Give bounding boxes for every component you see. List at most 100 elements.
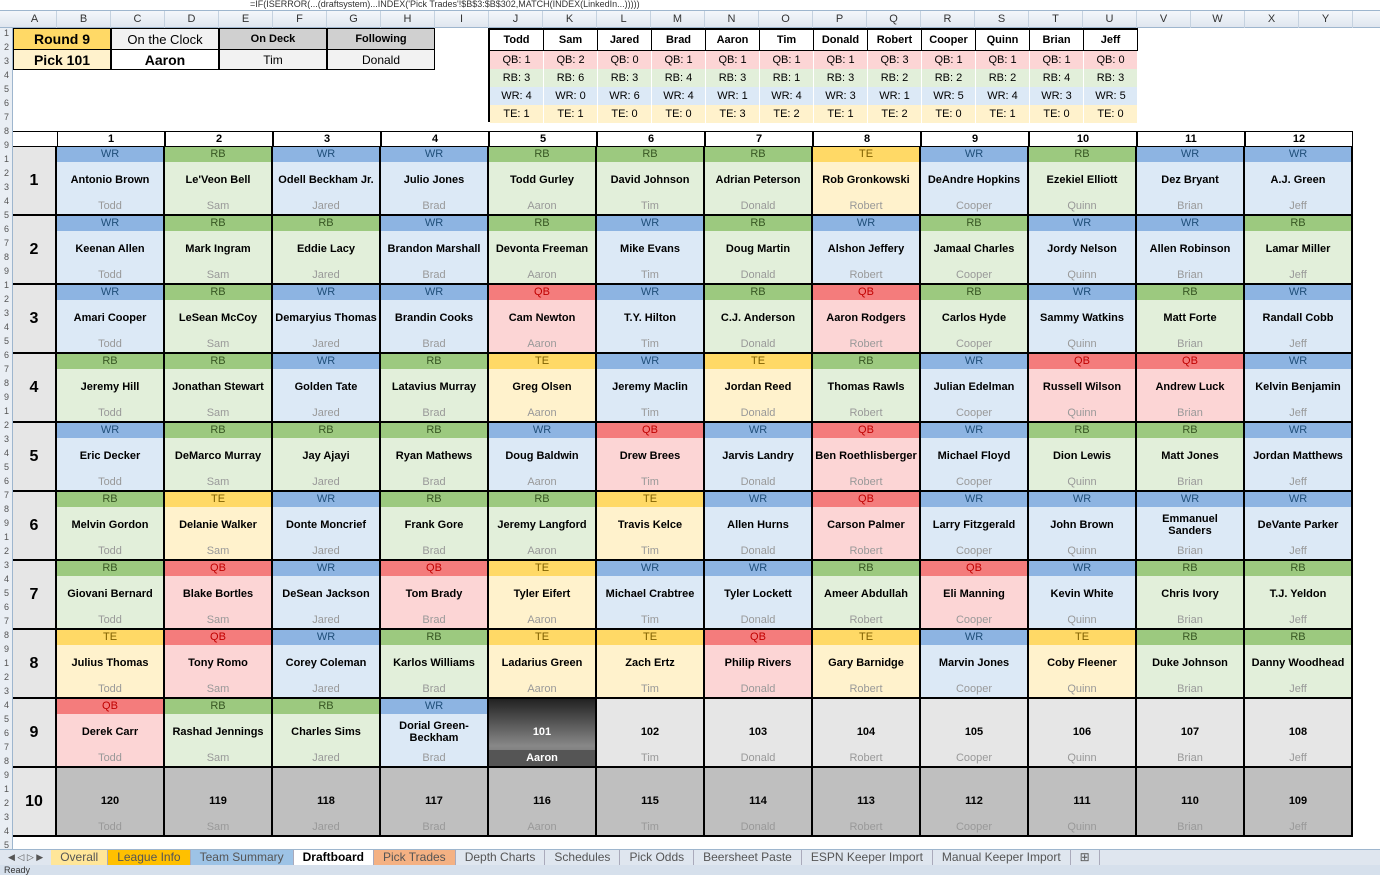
- column-header-H[interactable]: H: [381, 11, 435, 28]
- draft-pick-cell[interactable]: 116 Aaron: [489, 768, 597, 837]
- draft-pick-cell[interactable]: WR DeSean Jackson Jared: [273, 561, 381, 630]
- draft-pick-cell[interactable]: RB Dion Lewis Quinn: [1029, 423, 1137, 492]
- draft-pick-cell[interactable]: TE Julius Thomas Todd: [57, 630, 165, 699]
- column-header-A[interactable]: A: [13, 11, 57, 28]
- row-number[interactable]: 3: [3, 686, 9, 696]
- draft-pick-cell[interactable]: QB Eli Manning Cooper: [921, 561, 1029, 630]
- draft-pick-cell[interactable]: WR Allen Robinson Brian: [1137, 216, 1245, 285]
- row-number[interactable]: 3: [3, 434, 9, 444]
- draft-pick-cell[interactable]: 104 Robert: [813, 699, 921, 768]
- draft-pick-cell[interactable]: WR Tyler Lockett Donald: [705, 561, 813, 630]
- row-number[interactable]: 8: [3, 378, 9, 388]
- column-header-J[interactable]: J: [489, 11, 543, 28]
- column-header-R[interactable]: R: [921, 11, 975, 28]
- column-header-T[interactable]: T: [1029, 11, 1083, 28]
- draft-pick-cell[interactable]: TE Jordan Reed Donald: [705, 354, 813, 423]
- draft-pick-cell[interactable]: 113 Robert: [813, 768, 921, 837]
- draft-pick-cell[interactable]: RB C.J. Anderson Donald: [705, 285, 813, 354]
- draft-pick-cell[interactable]: QB Derek Carr Todd: [57, 699, 165, 768]
- draft-pick-cell[interactable]: RB Todd Gurley Aaron: [489, 147, 597, 216]
- row-number[interactable]: 5: [3, 588, 9, 598]
- row-number[interactable]: 2: [3, 42, 9, 52]
- draft-pick-cell[interactable]: QB Russell Wilson Quinn: [1029, 354, 1137, 423]
- row-number[interactable]: 8: [3, 630, 9, 640]
- row-number[interactable]: 1: [3, 658, 9, 668]
- row-number[interactable]: 2: [3, 420, 9, 430]
- draft-pick-cell[interactable]: 115 Tim: [597, 768, 705, 837]
- column-header-V[interactable]: V: [1137, 11, 1191, 28]
- row-number[interactable]: 7: [3, 490, 9, 500]
- row-number[interactable]: 4: [3, 700, 9, 710]
- draft-pick-cell[interactable]: RB Melvin Gordon Todd: [57, 492, 165, 561]
- draft-pick-cell[interactable]: WR Brandin Cooks Brad: [381, 285, 489, 354]
- draft-pick-cell[interactable]: 105 Cooper: [921, 699, 1029, 768]
- draft-pick-cell[interactable]: RB Duke Johnson Brian: [1137, 630, 1245, 699]
- row-number[interactable]: 7: [3, 112, 9, 122]
- row-number[interactable]: 4: [3, 574, 9, 584]
- draft-pick-cell[interactable]: TE Gary Barnidge Robert: [813, 630, 921, 699]
- draft-pick-cell[interactable]: RB Mark Ingram Sam: [165, 216, 273, 285]
- tab-pick-odds[interactable]: Pick Odds: [620, 850, 695, 865]
- tab-espn-keeper-import[interactable]: ESPN Keeper Import: [802, 850, 933, 865]
- draft-pick-cell[interactable]: QB Drew Brees Tim: [597, 423, 705, 492]
- row-number[interactable]: 9: [3, 392, 9, 402]
- row-number[interactable]: 3: [3, 812, 9, 822]
- draft-pick-cell[interactable]: RB Doug Martin Donald: [705, 216, 813, 285]
- column-header-O[interactable]: O: [759, 11, 813, 28]
- column-header-D[interactable]: D: [165, 11, 219, 28]
- row-number[interactable]: 4: [3, 826, 9, 836]
- row-number[interactable]: 2: [3, 672, 9, 682]
- draft-pick-cell[interactable]: WR Michael Crabtree Tim: [597, 561, 705, 630]
- row-number[interactable]: 4: [3, 322, 9, 332]
- draft-pick-cell[interactable]: 103 Donald: [705, 699, 813, 768]
- draft-pick-cell[interactable]: WR Jarvis Landry Donald: [705, 423, 813, 492]
- row-number[interactable]: 1: [3, 28, 9, 38]
- tab-schedules[interactable]: Schedules: [545, 850, 621, 865]
- draft-pick-cell[interactable]: QB Cam Newton Aaron: [489, 285, 597, 354]
- draft-pick-cell[interactable]: RB Jonathan Stewart Sam: [165, 354, 273, 423]
- draft-pick-cell[interactable]: 101 Aaron: [489, 699, 597, 768]
- row-number[interactable]: 3: [3, 308, 9, 318]
- row-number[interactable]: 4: [3, 196, 9, 206]
- row-number[interactable]: 7: [3, 616, 9, 626]
- draft-pick-cell[interactable]: 106 Quinn: [1029, 699, 1137, 768]
- draft-pick-cell[interactable]: WR Jeremy Maclin Tim: [597, 354, 705, 423]
- draft-pick-cell[interactable]: 109 Jeff: [1245, 768, 1353, 837]
- draft-pick-cell[interactable]: WR Golden Tate Jared: [273, 354, 381, 423]
- column-header-N[interactable]: N: [705, 11, 759, 28]
- draft-pick-cell[interactable]: RB Jeremy Langford Aaron: [489, 492, 597, 561]
- draft-pick-cell[interactable]: 120 Todd: [57, 768, 165, 837]
- tab-league-info[interactable]: League Info: [108, 850, 191, 865]
- draft-pick-cell[interactable]: 110 Brian: [1137, 768, 1245, 837]
- draft-pick-cell[interactable]: RB Jeremy Hill Todd: [57, 354, 165, 423]
- row-number[interactable]: 3: [3, 56, 9, 66]
- draft-pick-cell[interactable]: RB T.J. Yeldon Jeff: [1245, 561, 1353, 630]
- draft-pick-cell[interactable]: RB Carlos Hyde Cooper: [921, 285, 1029, 354]
- row-number[interactable]: 5: [3, 840, 9, 850]
- row-number[interactable]: 9: [3, 518, 9, 528]
- row-number[interactable]: 7: [3, 238, 9, 248]
- column-header-U[interactable]: U: [1083, 11, 1137, 28]
- draft-pick-cell[interactable]: RB Charles Sims Jared: [273, 699, 381, 768]
- draft-pick-cell[interactable]: TE Zach Ertz Tim: [597, 630, 705, 699]
- draft-pick-cell[interactable]: RB Matt Forte Brian: [1137, 285, 1245, 354]
- draft-pick-cell[interactable]: QB Andrew Luck Brian: [1137, 354, 1245, 423]
- row-number[interactable]: 7: [3, 742, 9, 752]
- draft-pick-cell[interactable]: RB Giovani Bernard Todd: [57, 561, 165, 630]
- column-header-L[interactable]: L: [597, 11, 651, 28]
- draft-pick-cell[interactable]: 107 Brian: [1137, 699, 1245, 768]
- draft-pick-cell[interactable]: QB Ben Roethlisberger Robert: [813, 423, 921, 492]
- draft-pick-cell[interactable]: RB Karlos Williams Brad: [381, 630, 489, 699]
- draft-pick-cell[interactable]: WR A.J. Green Jeff: [1245, 147, 1353, 216]
- row-number[interactable]: 5: [3, 84, 9, 94]
- column-header-Y[interactable]: Y: [1299, 11, 1353, 28]
- draft-pick-cell[interactable]: RB Rashad Jennings Sam: [165, 699, 273, 768]
- column-header-S[interactable]: S: [975, 11, 1029, 28]
- column-header-B[interactable]: B: [57, 11, 111, 28]
- column-header-F[interactable]: F: [273, 11, 327, 28]
- tab-team-summary[interactable]: Team Summary: [190, 850, 294, 865]
- draft-pick-cell[interactable]: RB Ezekiel Elliott Quinn: [1029, 147, 1137, 216]
- draft-pick-cell[interactable]: RB Ryan Mathews Brad: [381, 423, 489, 492]
- row-number[interactable]: 1: [3, 280, 9, 290]
- draft-pick-cell[interactable]: WR John Brown Quinn: [1029, 492, 1137, 561]
